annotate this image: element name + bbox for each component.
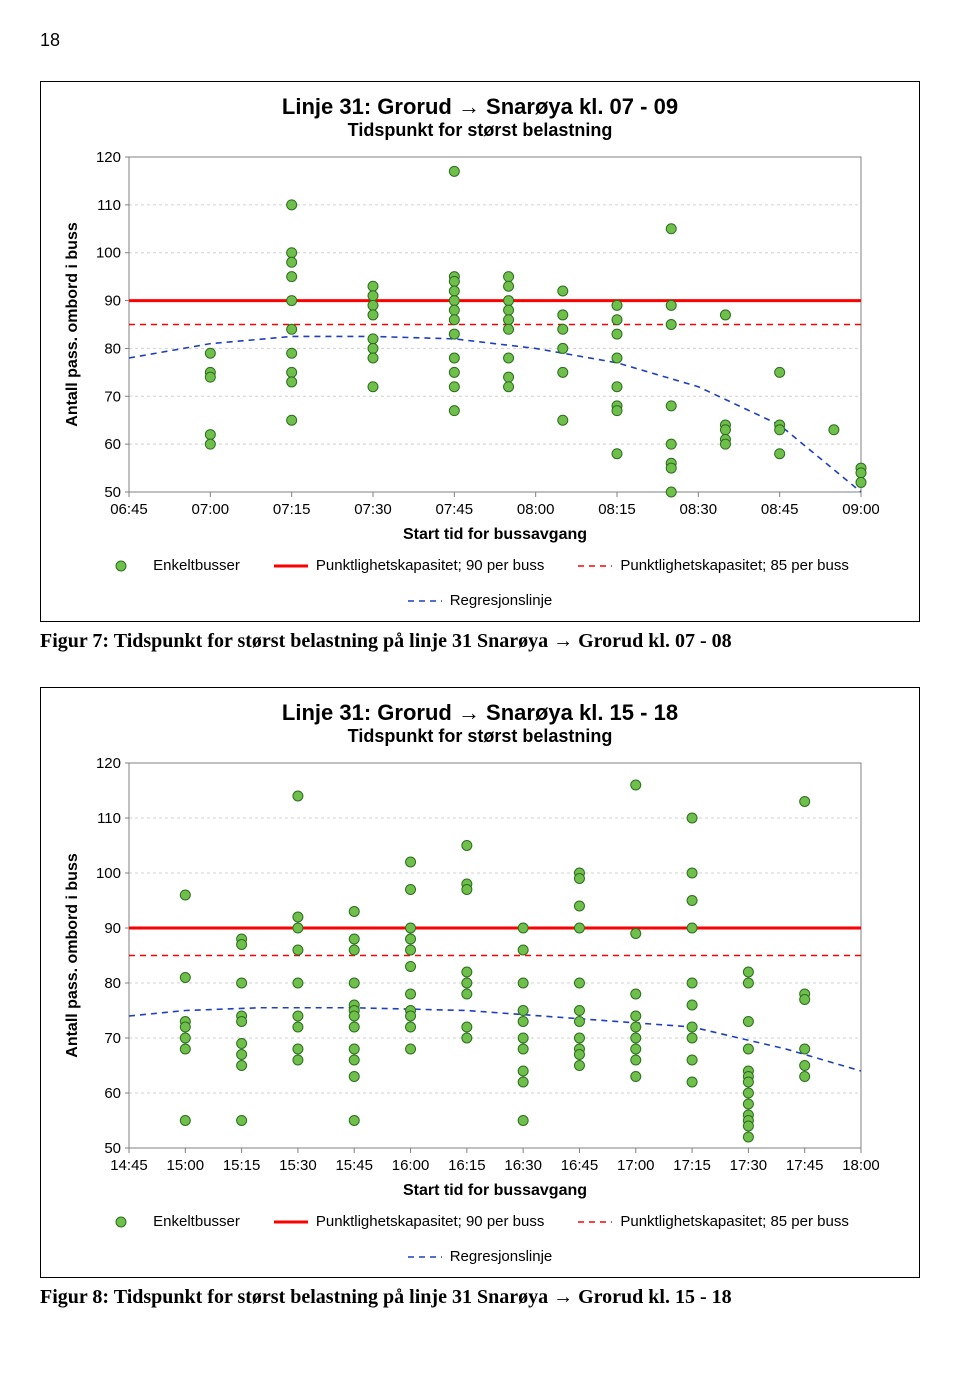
- svg-text:70: 70: [104, 1030, 121, 1047]
- svg-text:16:15: 16:15: [448, 1157, 486, 1174]
- svg-text:16:00: 16:00: [392, 1157, 430, 1174]
- svg-text:17:30: 17:30: [730, 1157, 768, 1174]
- svg-text:08:15: 08:15: [598, 501, 636, 518]
- page-number: 18: [40, 30, 920, 51]
- svg-text:Antall pass. ombord i buss: Antall pass. ombord i buss: [64, 853, 81, 1058]
- svg-text:16:45: 16:45: [561, 1157, 599, 1174]
- svg-text:07:45: 07:45: [436, 501, 474, 518]
- chart-1-plot: 50 60 70 80 90 100 110 120 06:45 07:00 07:15 07:30 0…: [59, 147, 879, 547]
- svg-text:18:00: 18:00: [842, 1157, 879, 1174]
- svg-text:07:30: 07:30: [354, 501, 392, 518]
- svg-text:90: 90: [104, 293, 121, 310]
- chart-2-plot: 50 60 70 80 90 100 110 120 14:45 15:00 15:15 15:30 1…: [59, 753, 879, 1203]
- svg-text:Start tid for bussavgang: Start tid for bussavgang: [403, 526, 587, 543]
- svg-text:110: 110: [97, 810, 121, 827]
- svg-text:15:00: 15:00: [167, 1157, 205, 1174]
- legend-item: Punktlighetskapasitet; 85 per buss: [578, 557, 848, 574]
- legend-item: Enkeltbusser: [111, 557, 240, 574]
- legend-item: Punktlighetskapasitet; 90 per buss: [274, 557, 544, 574]
- legend-item: Regresjonslinje: [408, 1248, 553, 1265]
- svg-text:60: 60: [104, 436, 121, 453]
- chart-2-title: Linje 31: Grorud → Snarøya kl. 15 - 18: [59, 700, 901, 726]
- svg-text:70: 70: [104, 388, 121, 405]
- svg-text:100: 100: [96, 865, 121, 882]
- svg-text:17:45: 17:45: [786, 1157, 824, 1174]
- svg-text:120: 120: [96, 755, 121, 772]
- svg-text:90: 90: [104, 920, 121, 937]
- svg-text:14:45: 14:45: [110, 1157, 148, 1174]
- legend-item: Regresjonslinje: [408, 592, 553, 609]
- svg-text:06:45: 06:45: [110, 501, 148, 518]
- svg-text:07:00: 07:00: [192, 501, 230, 518]
- svg-text:17:00: 17:00: [617, 1157, 655, 1174]
- svg-text:120: 120: [96, 149, 121, 166]
- chart-1-title: Linje 31: Grorud → Snarøya kl. 07 - 09: [59, 94, 901, 120]
- svg-text:08:30: 08:30: [680, 501, 718, 518]
- figure-7-caption: Figur 7: Tidspunkt for størst belastning…: [40, 630, 920, 653]
- svg-text:08:45: 08:45: [761, 501, 799, 518]
- svg-text:17:15: 17:15: [673, 1157, 711, 1174]
- svg-text:Antall pass. ombord i buss: Antall pass. ombord i buss: [64, 222, 81, 427]
- chart-1-legend: Enkeltbusser Punktlighetskapasitet; 90 pe…: [59, 557, 901, 609]
- chart-2-container: Linje 31: Grorud → Snarøya kl. 15 - 18 T…: [40, 687, 920, 1278]
- svg-text:16:30: 16:30: [504, 1157, 542, 1174]
- svg-text:100: 100: [96, 245, 121, 262]
- chart-2-legend: Enkeltbusser Punktlighetskapasitet; 90 pe…: [59, 1213, 901, 1265]
- svg-text:09:00: 09:00: [842, 501, 879, 518]
- svg-text:80: 80: [104, 975, 121, 992]
- svg-text:15:45: 15:45: [335, 1157, 373, 1174]
- svg-text:110: 110: [97, 197, 121, 214]
- legend-item: Punktlighetskapasitet; 90 per buss: [274, 1213, 544, 1230]
- chart-1-container: Linje 31: Grorud → Snarøya kl. 07 - 09 T…: [40, 81, 920, 622]
- chart-2-subtitle: Tidspunkt for størst belastning: [59, 726, 901, 747]
- svg-text:80: 80: [104, 340, 121, 357]
- legend-item: Punktlighetskapasitet; 85 per buss: [578, 1213, 848, 1230]
- svg-text:07:15: 07:15: [273, 501, 311, 518]
- chart-1-subtitle: Tidspunkt for størst belastning: [59, 120, 901, 141]
- svg-text:Start tid for bussavgang: Start tid for bussavgang: [403, 1182, 587, 1199]
- svg-text:15:30: 15:30: [279, 1157, 317, 1174]
- legend-item: Enkeltbusser: [111, 1213, 240, 1230]
- figure-8-caption: Figur 8: Tidspunkt for størst belastning…: [40, 1286, 920, 1309]
- svg-text:50: 50: [104, 1140, 121, 1157]
- svg-text:15:15: 15:15: [223, 1157, 261, 1174]
- svg-text:08:00: 08:00: [517, 501, 555, 518]
- svg-text:50: 50: [104, 484, 121, 501]
- svg-text:60: 60: [104, 1085, 121, 1102]
